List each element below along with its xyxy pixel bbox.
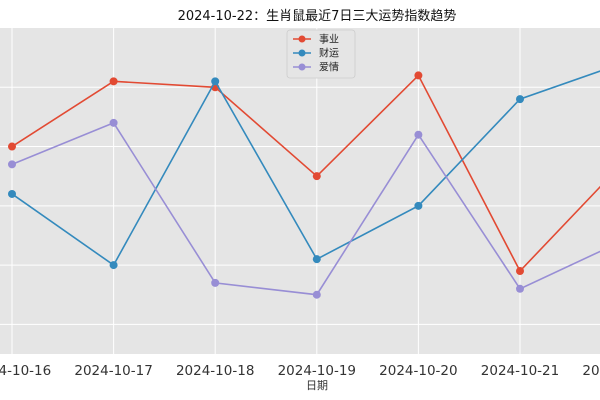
x-tick-label: 2024-10-17 (74, 363, 152, 379)
data-point-财运 (109, 261, 118, 270)
plot-area (0, 28, 600, 354)
x-tick-labels: 2024-10-16 2024-10-17 2024-10-18 2024-10-19… (0, 363, 600, 379)
data-point-财运 (516, 95, 524, 104)
x-tick-label: 2024-10-22 (582, 363, 600, 379)
data-point-事业 (516, 267, 524, 276)
chart-title: 2024-10-22：生肖鼠最近7日三大运势指数趋势 (178, 8, 457, 24)
data-point-爱情 (312, 290, 321, 299)
data-point-爱情 (211, 278, 220, 287)
x-axis-label: 日期 (306, 379, 328, 392)
data-point-财运 (312, 255, 321, 264)
x-tick-label: 2024-10-19 (278, 363, 356, 379)
data-point-事业 (8, 142, 16, 151)
legend-marker (298, 35, 306, 43)
series-layer (8, 70, 600, 299)
x-tick-label: 2024-10-21 (481, 363, 559, 379)
legend-marker (298, 49, 306, 57)
data-point-财运 (8, 189, 16, 198)
x-tick-label: 2024-10-18 (176, 363, 254, 379)
data-point-事业 (414, 71, 423, 80)
data-point-事业 (109, 77, 118, 86)
data-point-财运 (211, 77, 220, 86)
legend-label: 财运 (319, 47, 339, 60)
legend-label: 爱情 (319, 61, 339, 74)
legend-marker (298, 63, 306, 71)
data-point-爱情 (109, 118, 118, 127)
data-point-爱情 (516, 284, 524, 293)
data-point-爱情 (8, 160, 16, 169)
x-tick-label: 2024-10-20 (379, 363, 457, 379)
data-point-爱情 (414, 130, 423, 139)
data-point-事业 (312, 172, 321, 181)
x-tick-label: 2024-10-16 (0, 363, 51, 379)
legend-label: 事业 (319, 33, 339, 46)
y-gridlines (0, 86, 600, 325)
data-point-财运 (414, 201, 423, 210)
